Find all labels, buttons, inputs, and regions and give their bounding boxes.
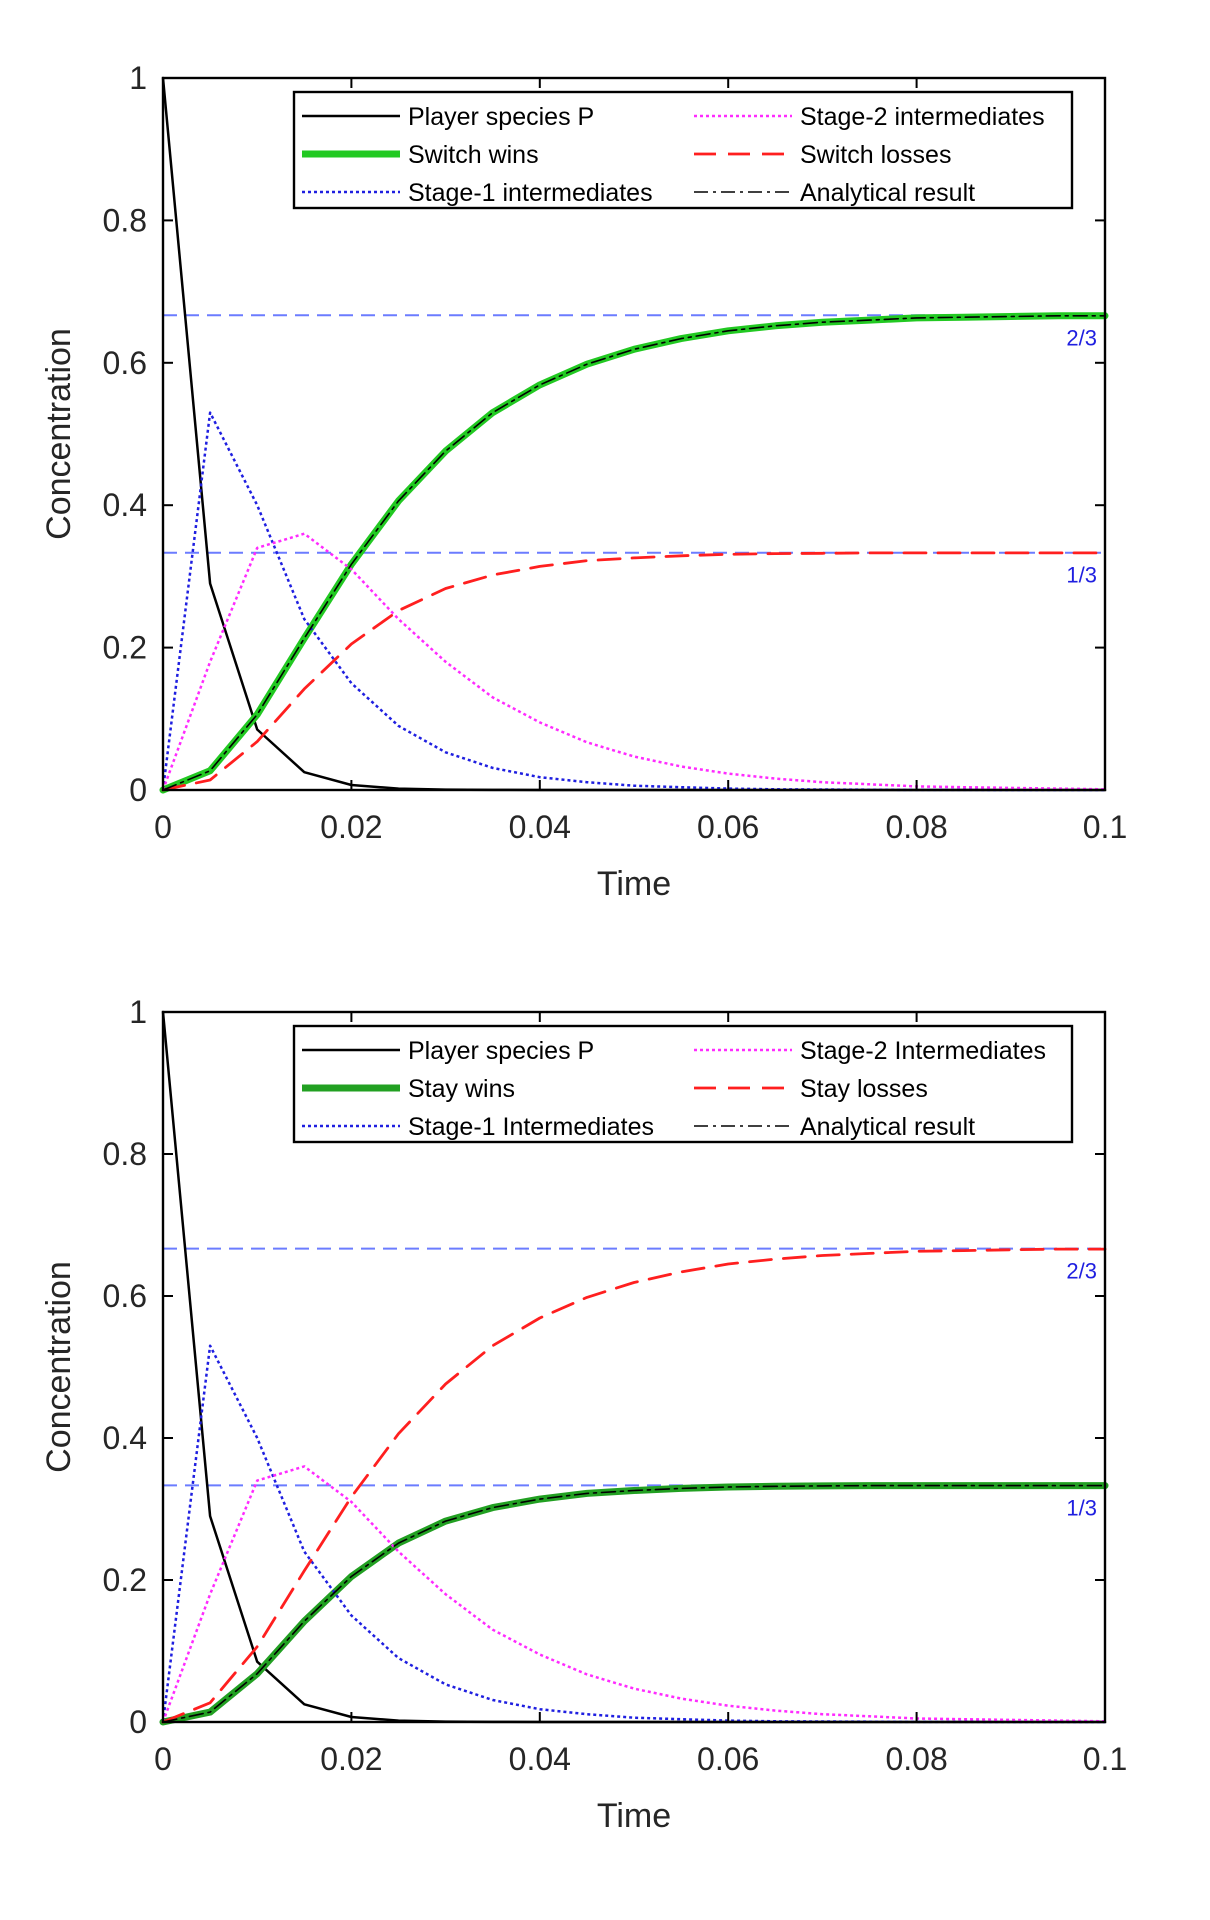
y-tick-label: 0.6 [103, 1278, 147, 1314]
series-line-stage-1-intermediates [161, 411, 1105, 792]
x-axis-label: Time [597, 1797, 671, 1835]
x-tick-label: 0.1 [1083, 1741, 1127, 1777]
series-line-stay-wins [159, 1482, 1109, 1726]
x-tick-label: 0.04 [509, 809, 571, 845]
x-tick-label: 0.02 [320, 809, 382, 845]
y-tick-label: 0.2 [103, 630, 147, 666]
legend-box [292, 1024, 1074, 1144]
y-tick-label: 0.8 [103, 1136, 147, 1172]
legend-entry-label: Switch wins [408, 141, 539, 169]
x-tick-label: 0.1 [1083, 809, 1127, 845]
chart-1: 2/3 1/3 0 0.02 0.04 0.06 0.08 0.1 0 0.2 0.4 0.6 0.8 1… [40, 60, 1127, 903]
x-tick-label: 0.02 [320, 1741, 382, 1777]
legend-entry-label: Switch losses [800, 141, 951, 169]
plot-area-frame [161, 76, 1107, 792]
y-tick-label: 0.4 [103, 1420, 147, 1456]
series-line-switch-losses [161, 551, 1107, 792]
x-axis-label: Time [597, 865, 671, 903]
legend-entry-label: Analytical result [800, 1113, 975, 1141]
legend-entry-label: Player species P [408, 1037, 594, 1065]
series-line-stage-1-intermediates [161, 1344, 1105, 1724]
series-line-analytical-result [162, 314, 1106, 791]
x-tick-label: 0.04 [509, 1741, 571, 1777]
legend-entry-label: Stage-1 Intermediates [408, 1113, 654, 1141]
legend-entry-label: Player species P [408, 103, 594, 131]
y-axis-label: Concentration [40, 1261, 78, 1473]
y-tick-label: 0.8 [103, 202, 147, 238]
plot-area-frame [161, 1010, 1107, 1724]
legend-entry-label: Stay wins [408, 1075, 515, 1103]
ref-line-label: 2/3 [1066, 1259, 1097, 1284]
x-tick-label: 0.08 [885, 1741, 947, 1777]
legend-entry-label: Analytical result [800, 179, 975, 207]
legend-entry-label: Stay losses [800, 1075, 928, 1103]
x-tick-label: 0 [154, 1741, 172, 1777]
series-line-stage-2-intermediates [161, 532, 1106, 791]
series-line-stay-losses [161, 1247, 1107, 1724]
y-tick-label: 0.6 [103, 345, 147, 381]
y-tick-label: 0 [129, 1704, 147, 1740]
ref-line-label: 1/3 [1066, 563, 1097, 588]
series-line-analytical-result [162, 1484, 1106, 1723]
y-tick-label: 0.2 [103, 1562, 147, 1598]
ref-line-label: 1/3 [1066, 1495, 1097, 1520]
x-tick-label: 0.08 [885, 809, 947, 845]
y-tick-label: 1 [129, 60, 147, 96]
series-line-stage-2-intermediates [161, 1465, 1106, 1723]
legend-entry-label: Stage-1 intermediates [408, 179, 653, 207]
y-axis-label: Concentration [40, 328, 78, 540]
ref-line-label: 2/3 [1066, 325, 1097, 350]
legend-entry-label: Stage-2 intermediates [800, 103, 1045, 131]
x-tick-label: 0.06 [697, 809, 759, 845]
y-tick-label: 0.4 [103, 487, 147, 523]
chart-2: 2/3 1/3 0 0.02 0.04 0.06 0.08 0.1 0 0.2 0.4 0.6 0.8 1… [40, 994, 1127, 1835]
legend: Player species P Stage-2 Intermediates Sta… [292, 1024, 1074, 1144]
y-tick-label: 1 [129, 994, 147, 1030]
x-tick-label: 0 [154, 809, 172, 845]
y-tick-label: 0 [129, 772, 147, 808]
x-tick-label: 0.06 [697, 1741, 759, 1777]
legend-entry-label: Stage-2 Intermediates [800, 1037, 1046, 1065]
legend: Player species P Stage-2 intermediates Swi… [292, 90, 1074, 210]
legend-box [292, 90, 1074, 210]
